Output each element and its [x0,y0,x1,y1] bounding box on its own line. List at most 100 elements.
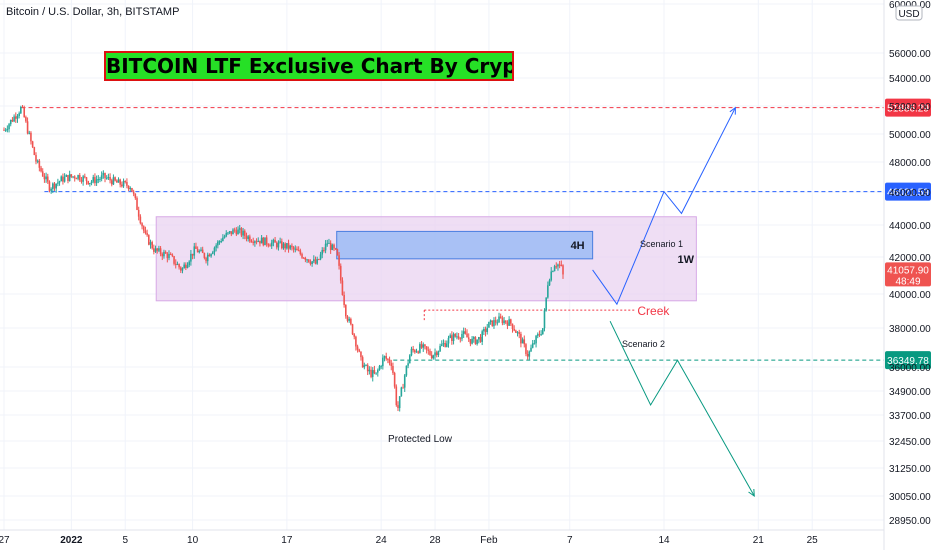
candle-body [35,154,37,162]
candle-body [183,264,185,269]
candle-body [203,253,206,258]
candle-body [467,337,470,340]
candle-body [68,174,71,181]
candle-body [213,247,216,253]
candle-body [350,318,352,325]
candle-body [508,319,510,326]
y-tick-label: 52000.00 [889,102,931,113]
candle-body [321,250,324,255]
candle-body [30,132,32,142]
x-tick-label: 10 [187,535,199,546]
candle-body [201,249,204,254]
candle-body [193,246,196,256]
candle-body [412,348,414,351]
candle-body [45,176,47,180]
candle-body [523,339,526,345]
candle-body [89,182,91,185]
candle-body [422,344,425,348]
candle-body [451,335,453,341]
candle-body [345,304,347,317]
candle-body [121,184,123,187]
chart-annotations: 1W 4H Creek Scenario 1 Scenario 2 Protected L… [388,239,695,445]
candle-body [326,243,329,245]
candle-body [105,177,108,179]
candle-body [58,181,61,183]
candle-body [259,240,261,244]
candle-body [72,176,74,178]
candle-body [402,387,404,389]
candle-body [457,336,460,339]
candle-body [323,250,325,252]
candle-body [190,253,192,262]
candle-body [211,252,214,254]
candle-body [198,250,201,253]
x-tick-label: Feb [480,535,498,546]
candle-body [309,262,312,265]
candle-body [227,232,229,234]
candle-body [513,329,515,331]
candle-body [250,241,253,243]
candle-body [200,249,202,251]
candle-body [380,366,382,368]
candle-body [390,363,393,367]
candle-body [304,258,307,260]
candle-body [107,176,110,178]
level-badge [885,98,931,117]
candle-body [414,350,416,353]
zone-label-1w: 1W [678,254,695,266]
candle-body [272,239,275,243]
candle-body [432,355,435,359]
candle-body [104,172,106,179]
candle-body [131,188,133,192]
candle-body [80,180,83,182]
candle-body [535,335,537,344]
candle-body [515,330,517,333]
candle-body [249,236,251,242]
candle-body [196,248,199,253]
y-axis[interactable]: 51886.2946021.5936349.7860000.0056000.00… [883,0,931,550]
candle-body [382,357,384,367]
x-tick-label: 2022 [60,535,83,546]
candle-body [319,254,322,260]
candle-body [43,176,46,180]
candle-body [174,263,177,265]
candle-body [75,178,78,180]
candle-body [173,256,175,264]
scenario-2-path-arrowhead [748,488,755,498]
candle-body [220,241,223,243]
candle-body [336,249,339,256]
last-price-value: 41057.90 [887,265,929,276]
candle-body [169,253,172,255]
candle-body [346,316,349,321]
candle-body [375,372,377,374]
candle-body [146,232,148,236]
candle-body [471,338,473,344]
candle-body [275,242,278,248]
y-tick-label: 36000.00 [889,363,931,374]
candle-body [476,339,478,345]
candle-body [459,338,462,340]
candle-body [168,253,170,259]
candle-body [208,254,211,257]
x-tick-label: 14 [658,535,670,546]
candle-body [210,253,212,257]
candle-body [518,332,521,334]
candle-body [516,332,519,334]
candle-body [129,188,132,190]
y-tick-label: 28950.00 [889,516,931,527]
candle-body [521,339,524,344]
candle-body [429,350,431,355]
candle-body [395,386,398,406]
candle-body [267,244,270,246]
y-tick-label: 30050.00 [889,492,931,503]
candle-body [536,334,539,336]
x-axis: 27 2022 5 10 17 24 28 Feb 7 14 21 25 [0,529,884,546]
candle-body [511,323,514,330]
candle-body [11,119,14,122]
candle-body [361,357,364,368]
candle-body [46,176,49,182]
zone-label-4h: 4H [571,240,585,252]
candle-body [506,322,509,326]
candle-body [181,268,184,271]
